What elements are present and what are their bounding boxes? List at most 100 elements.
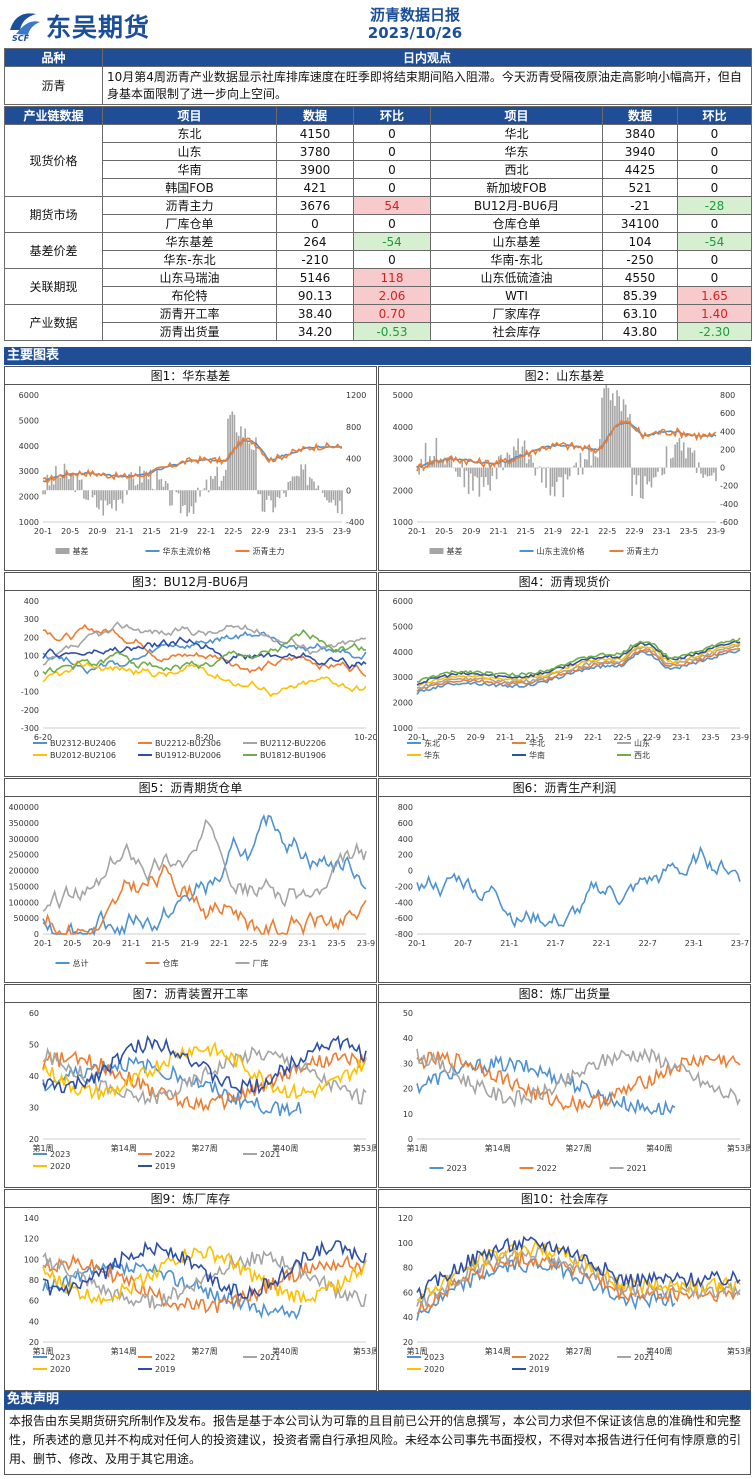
legend-item: 2023 <box>429 1164 467 1173</box>
legend-item: 2022 <box>519 1164 557 1173</box>
change-cell: -54 <box>677 232 752 251</box>
series-line-1 <box>416 647 741 692</box>
value-cell: 521 <box>602 178 678 197</box>
legend-item: BU2112-BU2206 <box>243 739 326 748</box>
table-row: 产业数据 沥青开工率 38.40 0.70 厂家库存 63.10 1.40 <box>4 304 752 341</box>
y-tick-label: 6000 <box>19 391 39 400</box>
disclaimer-bar: 免责声明 <box>4 1391 751 1409</box>
chart-c10: 图10：社会库存 120 100 80 60 40 20 第1周 第14周 第27周 第40周 第53… <box>378 1189 751 1391</box>
y-tick-label: 120 <box>24 1235 39 1244</box>
svg-text:总计: 总计 <box>73 958 89 968</box>
value-cell: 104 <box>602 232 678 251</box>
change-cell: 0 <box>677 178 752 197</box>
y-tick-label: 2000 <box>393 699 413 708</box>
legend-item: 山东 <box>617 738 650 748</box>
series-line-3 <box>42 1041 367 1101</box>
y-tick-label: 10 <box>403 1110 413 1119</box>
x-tick-label: 22-5 <box>239 939 257 948</box>
legend-item: 基差 <box>429 546 463 556</box>
series-line-3 <box>42 659 367 698</box>
svg-text:山东主流价格: 山东主流价格 <box>537 546 585 556</box>
change-cell: 0 <box>353 160 431 179</box>
legend-item: 华南 <box>512 750 545 760</box>
item-cell: 社会库存 <box>430 322 603 341</box>
y-tick-label: -800 <box>395 930 413 939</box>
y-tick-label: 80 <box>403 1264 413 1273</box>
change-cell: -2.30 <box>677 322 752 341</box>
x-tick-label: 23-9 <box>357 939 375 948</box>
x-tick-label: 第1周 <box>32 1143 53 1153</box>
value-cell: 85.39 <box>602 286 678 305</box>
x-tick-label: 8-20 <box>195 733 213 742</box>
legend-item: BU2212-BU2306 <box>138 739 221 748</box>
report-title: 沥青数据日报 <box>369 6 460 24</box>
y-tick-label: 20 <box>403 1085 413 1094</box>
legend-item: 2023 <box>33 1150 70 1159</box>
legend-item: 2022 <box>138 1353 175 1362</box>
y-tick-label: 100000 <box>8 898 39 907</box>
series-line-1 <box>42 1050 367 1113</box>
y-tick-label: 200 <box>398 851 413 860</box>
x-tick-label: 21-5 <box>151 939 169 948</box>
table-row: 期货市场 沥青主力 3676 54 BU12月-BU6月 -21 -28 <box>4 196 752 233</box>
item-cell: 山东低硫渣油 <box>430 268 603 287</box>
series-line-4 <box>42 1034 367 1095</box>
y2-tick-label: 400 <box>720 427 735 436</box>
series-line-1 <box>416 1050 741 1114</box>
y-tick-label: -100 <box>21 688 39 697</box>
svg-text:基差: 基差 <box>447 546 463 556</box>
category-cell: 关联期现 <box>4 268 103 305</box>
x-tick-label: 第53周 <box>353 1346 376 1356</box>
y2-tick-label: 800 <box>720 391 735 400</box>
value-cell: 63.10 <box>602 304 678 323</box>
change-cell: 54 <box>353 196 431 215</box>
x-tick-label: 21-9 <box>170 527 188 536</box>
y-tick-label: 100 <box>24 651 39 660</box>
chart-title: 图9：炼厂库存 <box>5 1190 376 1208</box>
change-cell: 1.65 <box>677 286 752 305</box>
item-cell: 沥青主力 <box>102 196 277 215</box>
y2-tick-label: -600 <box>720 518 738 527</box>
x-tick-label: 20-1 <box>34 939 52 948</box>
hdr-chg-l: 环比 <box>353 106 431 125</box>
x-tick-label: 22-9 <box>269 939 287 948</box>
change-cell: 0 <box>677 160 752 179</box>
value-cell: 4150 <box>276 124 354 143</box>
legend-item: 2022 <box>512 1353 549 1362</box>
change-cell: 0 <box>677 124 752 143</box>
svg-text:2023: 2023 <box>50 1353 70 1362</box>
change-cell: 0 <box>353 124 431 143</box>
legend-item: 基差 <box>55 546 89 556</box>
series-line-2 <box>416 643 741 690</box>
svg-text:BU2012-BU2106: BU2012-BU2106 <box>50 751 116 760</box>
x-tick-label: 22-1 <box>210 939 228 948</box>
y-tick-label: 20 <box>29 1135 39 1144</box>
item-cell: 山东基差 <box>430 232 603 251</box>
y-tick-label: 50 <box>29 1041 39 1050</box>
x-tick-label: 23-7 <box>731 939 749 948</box>
legend-item: 2021 <box>243 1353 280 1362</box>
y-tick-label: 20 <box>403 1338 413 1347</box>
hdr-chg-r: 环比 <box>677 106 752 125</box>
item-cell: 东北 <box>102 124 277 143</box>
series-line-0 <box>416 649 741 695</box>
svg-text:2019: 2019 <box>155 1365 175 1374</box>
value-cell: 3900 <box>276 160 354 179</box>
svg-text:沥青主力: 沥青主力 <box>627 546 659 556</box>
svg-text:BU2312-BU2406: BU2312-BU2406 <box>50 739 116 748</box>
y2-tick-label: -400 <box>720 500 738 509</box>
x-tick-label: 22-9 <box>625 527 643 536</box>
x-tick-label: 21-1 <box>115 527 133 536</box>
company-logo: 东吴期货 SCF <box>6 6 176 44</box>
series-line-2 <box>416 418 717 472</box>
x-tick-label: 第27周 <box>191 1346 217 1356</box>
value-cell: 4425 <box>602 160 678 179</box>
svg-text:2022: 2022 <box>537 1164 557 1173</box>
item-cell: 华东-东北 <box>102 250 277 269</box>
report-header: 东吴期货 SCF 沥青数据日报 2023/10/26 <box>0 0 755 48</box>
y-tick-label: 40 <box>403 1313 413 1322</box>
category-cell: 期货市场 <box>4 196 103 233</box>
chart-title: 图5：沥青期货仓单 <box>5 779 376 797</box>
